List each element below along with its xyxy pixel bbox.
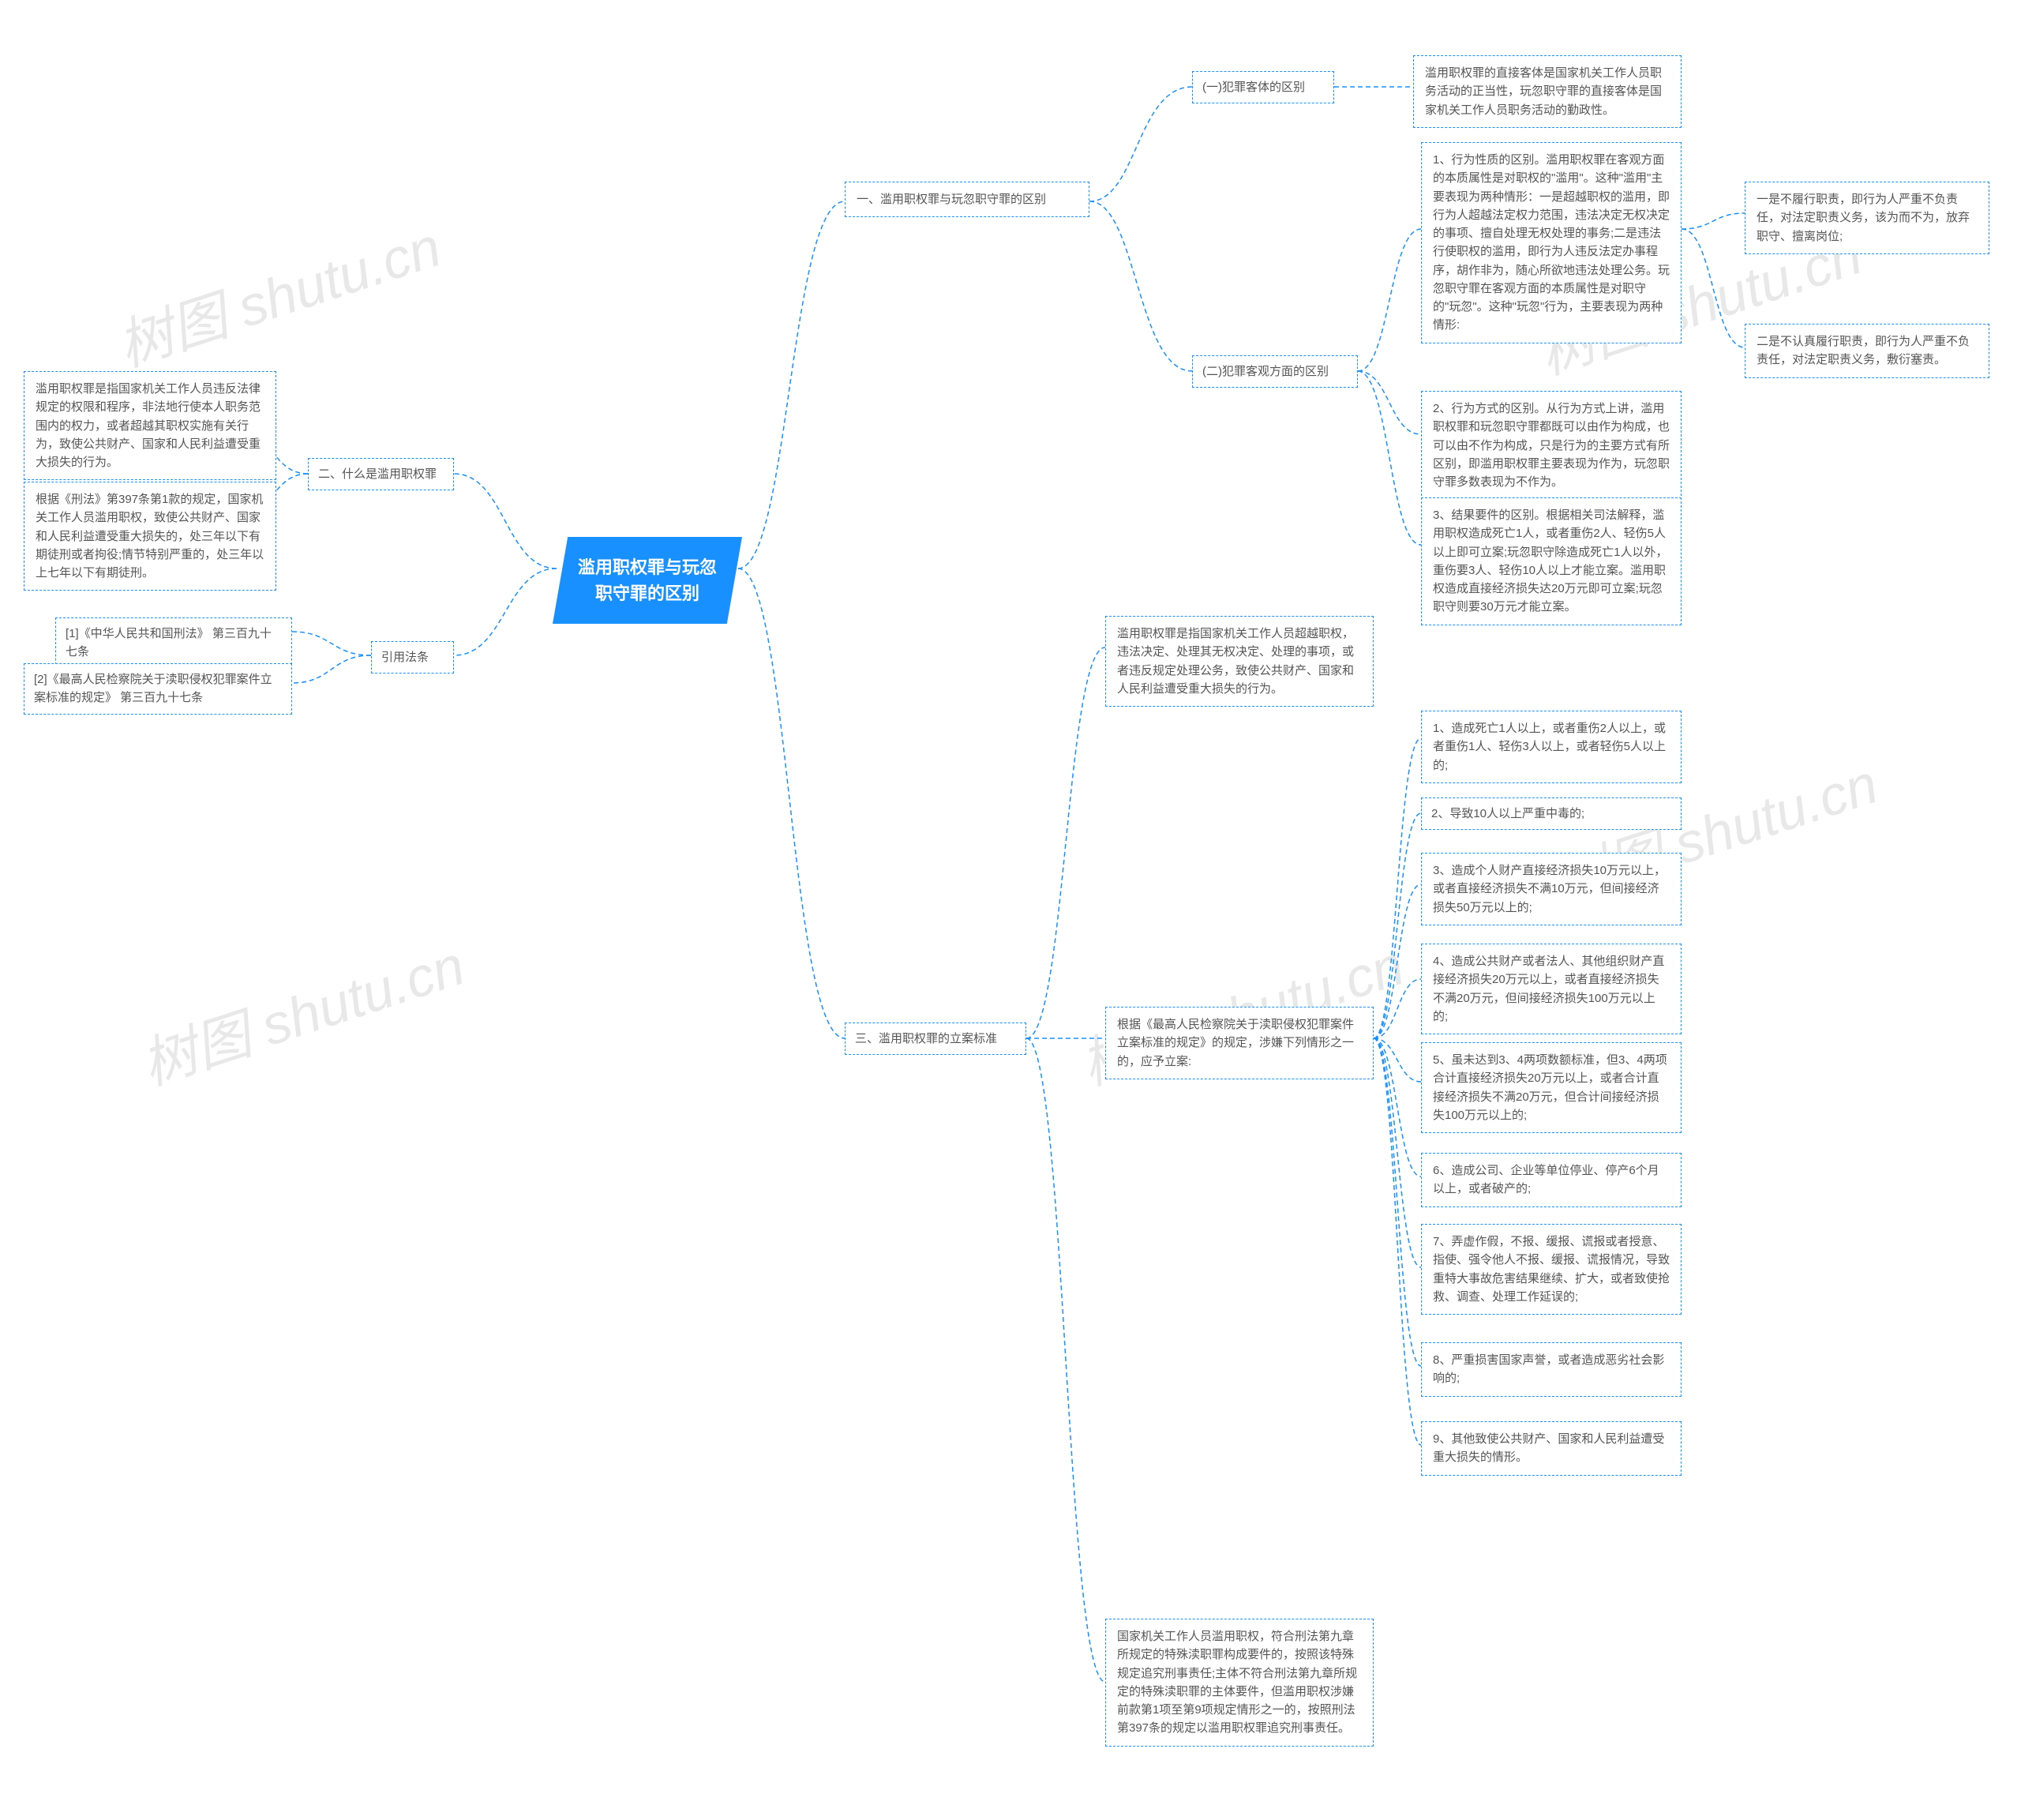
branch-3-l7-text: 7、弄虚作假，不报、缓报、谎报或者授意、指使、强令他人不报、缓报、谎报情况，导致… [1433,1235,1670,1304]
branch-1a-leaf-text: 滥用职权罪的直接客体是国家机关工作人员职务活动的正当性，玩忽职守罪的直接客体是国… [1425,66,1662,117]
branch-1b-i2: 2、行为方式的区别。从行为方式上讲，滥用职权罪和玩忽职守罪都既可以由作为构成，也… [1421,391,1682,500]
branch-3-l4: 4、造成公共财产或者法人、其他组织财产直接经济损失20万元以上，或者直接经济损失… [1421,944,1682,1034]
branch-1b-i1-text: 1、行为性质的区别。滥用职权罪在客观方面的本质属性是对职权的"滥用"。这种"滥用… [1433,153,1670,332]
branch-3-l7: 7、弄虚作假，不报、缓报、谎报或者授意、指使、强令他人不报、缓报、谎报情况，导致… [1421,1224,1682,1315]
branch-1: 一、滥用职权罪与玩忽职守罪的区别 [845,182,1089,217]
branch-4-r2-text: [2]《最高人民检察院关于渎职侵权犯罪案件立案标准的规定》 第三百九十七条 [34,673,272,704]
branch-1b-i1: 1、行为性质的区别。滥用职权罪在客观方面的本质属性是对职权的"滥用"。这种"滥用… [1421,142,1682,343]
branch-1b-i3: 3、结果要件的区别。根据相关司法解释，滥用职权造成死亡1人，或者重伤2人、轻伤5… [1421,497,1682,625]
branch-3-l2: 2、导致10人以上严重中毒的; [1421,797,1682,830]
branch-2-p2: 根据《刑法》第397条第1款的规定，国家机关工作人员滥用职权，致使公共财产、国家… [24,482,276,591]
branch-1b-i2-text: 2、行为方式的区别。从行为方式上讲，滥用职权罪和玩忽职守罪都既可以由作为构成，也… [1433,402,1670,489]
branch-1a-label: (一)犯罪客体的区别 [1202,81,1305,94]
branch-2-label: 二、什么是滥用职权罪 [318,467,437,481]
branch-3-l8: 8、严重损害国家声誉，或者造成恶劣社会影响的; [1421,1342,1682,1397]
watermark: 树图 shutu.cn [107,203,450,382]
branch-3-p3: 国家机关工作人员滥用职权，符合刑法第九章所规定的特殊渎职罪构成要件的，按照该特殊… [1105,1619,1374,1747]
branch-1b-i3-text: 3、结果要件的区别。根据相关司法解释，滥用职权造成死亡1人，或者重伤2人、轻伤5… [1433,508,1668,614]
branch-1b-i1a-text: 一是不履行职责，即行为人严重不负责任，对法定职责义务，该为而不为，放弃职守、擅离… [1757,193,1970,243]
branch-1b-i1b-text: 二是不认真履行职责，即行为人严重不负责任，对法定职责义务，敷衍塞责。 [1757,335,1970,366]
branch-3-l1-text: 1、造成死亡1人以上，或者重伤2人以上，或者重伤1人、轻伤3人以上，或者轻伤5人… [1433,722,1666,772]
branch-3-l9: 9、其他致使公共财产、国家和人民利益遭受重大损失的情形。 [1421,1421,1682,1476]
branch-3-l8-text: 8、严重损害国家声誉，或者造成恶劣社会影响的; [1433,1353,1664,1385]
branch-4-r1-text: [1]《中华人民共和国刑法》 第三百九十七条 [66,627,272,659]
branch-3-l2-text: 2、导致10人以上严重中毒的; [1431,807,1584,820]
branch-4-r2: [2]《最高人民检察院关于渎职侵权犯罪案件立案标准的规定》 第三百九十七条 [24,663,292,715]
root-node: 滥用职权罪与玩忽职守罪的区别 [553,537,742,624]
branch-3-p2-text: 根据《最高人民检察院关于渎职侵权犯罪案件立案标准的规定》的规定，涉嫌下列情形之一… [1117,1018,1354,1068]
branch-3-l9-text: 9、其他致使公共财产、国家和人民利益遭受重大损失的情形。 [1433,1432,1664,1464]
mindmap-canvas: 树图 shutu.cn 树图 shutu.cn 树图 shutu.cn 树图 s… [0,0,2021,1820]
branch-1b-i1b: 二是不认真履行职责，即行为人严重不负责任，对法定职责义务，敷衍塞责。 [1745,324,1989,378]
watermark: 树图 shutu.cn [130,921,474,1101]
branch-2: 二、什么是滥用职权罪 [308,458,454,490]
branch-3-label: 三、滥用职权罪的立案标准 [855,1032,997,1045]
branch-3-p1-text: 滥用职权罪是指国家机关工作人员超越职权，违法决定、处理其无权决定、处理的事项，或… [1117,627,1354,696]
branch-3-l6: 6、造成公司、企业等单位停业、停产6个月以上，或者破产的; [1421,1153,1682,1207]
branch-4: 引用法条 [371,641,454,674]
branch-1-label: 一、滥用职权罪与玩忽职守罪的区别 [857,193,1046,206]
branch-3-p3-text: 国家机关工作人员滥用职权，符合刑法第九章所规定的特殊渎职罪构成要件的，按照该特殊… [1117,1630,1357,1735]
branch-1a-leaf: 滥用职权罪的直接客体是国家机关工作人员职务活动的正当性，玩忽职守罪的直接客体是国… [1413,55,1682,128]
branch-1a: (一)犯罪客体的区别 [1192,71,1334,103]
branch-1b-i1a: 一是不履行职责，即行为人严重不负责任，对法定职责义务，该为而不为，放弃职守、擅离… [1745,182,1989,254]
branch-3-l5: 5、虽未达到3、4两项数额标准，但3、4两项合计直接经济损失20万元以上，或者合… [1421,1042,1682,1133]
branch-4-r1: [1]《中华人民共和国刑法》 第三百九十七条 [55,617,292,669]
branch-3-l3: 3、造成个人财产直接经济损失10万元以上，或者直接经济损失不满10万元，但间接经… [1421,853,1682,925]
root-label: 滥用职权罪与玩忽职守罪的区别 [578,557,717,603]
branch-3-l6-text: 6、造成公司、企业等单位停业、停产6个月以上，或者破产的; [1433,1164,1659,1195]
branch-2-p1: 滥用职权罪是指国家机关工作人员违反法律规定的权限和程序，非法地行使本人职务范围内… [24,371,276,480]
branch-2-p1-text: 滥用职权罪是指国家机关工作人员违反法律规定的权限和程序，非法地行使本人职务范围内… [36,382,261,469]
branch-3-l3-text: 3、造成个人财产直接经济损失10万元以上，或者直接经济损失不满10万元，但间接经… [1433,864,1666,914]
branch-3-p2: 根据《最高人民检察院关于渎职侵权犯罪案件立案标准的规定》的规定，涉嫌下列情形之一… [1105,1007,1374,1079]
branch-1b-label: (二)犯罪客观方面的区别 [1202,365,1329,378]
branch-3-l5-text: 5、虽未达到3、4两项数额标准，但3、4两项合计直接经济损失20万元以上，或者合… [1433,1053,1667,1122]
branch-2-p2-text: 根据《刑法》第397条第1款的规定，国家机关工作人员滥用职权，致使公共财产、国家… [36,493,264,580]
branch-4-label: 引用法条 [381,651,429,664]
branch-3-p1: 滥用职权罪是指国家机关工作人员超越职权，违法决定、处理其无权决定、处理的事项，或… [1105,616,1374,707]
connector-layer [0,0,2021,1820]
branch-3-l1: 1、造成死亡1人以上，或者重伤2人以上，或者重伤1人、轻伤3人以上，或者轻伤5人… [1421,711,1682,783]
branch-3: 三、滥用职权罪的立案标准 [845,1023,1026,1055]
branch-1b: (二)犯罪客观方面的区别 [1192,355,1358,388]
branch-3-l4-text: 4、造成公共财产或者法人、其他组织财产直接经济损失20万元以上，或者直接经济损失… [1433,955,1664,1023]
